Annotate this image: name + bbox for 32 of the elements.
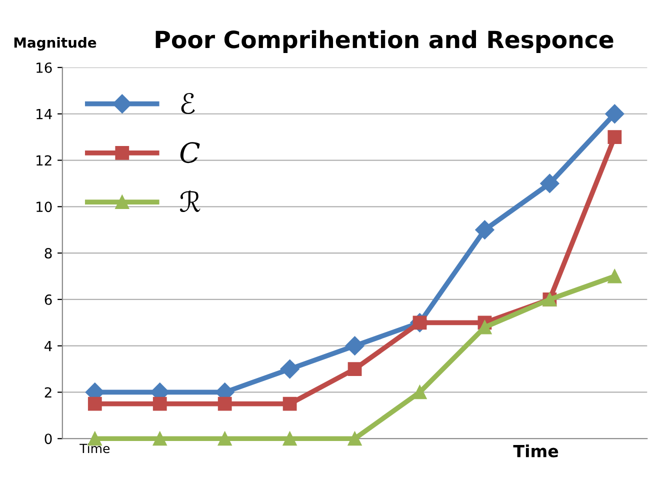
point — [218, 432, 232, 446]
chart-title: Poor Comprihention and Responce — [156, 30, 614, 53]
y-tick-label: 10 — [36, 202, 52, 212]
y-tick-label: 6 — [44, 294, 52, 305]
point — [345, 336, 364, 356]
point — [88, 396, 102, 411]
y-tick-label: 12 — [36, 155, 52, 166]
x-axis-title: Time — [513, 444, 558, 458]
point — [348, 432, 362, 446]
point — [152, 396, 167, 411]
point — [280, 360, 300, 379]
y-tick-label: 8 — [44, 248, 52, 259]
y-tick-label: 2 — [44, 387, 52, 398]
point — [540, 174, 560, 193]
point — [412, 385, 427, 400]
point — [348, 362, 362, 376]
point — [608, 130, 622, 144]
point — [475, 220, 494, 240]
legend-label: ℛ — [180, 190, 200, 212]
point — [608, 269, 622, 284]
y-tick-label: 4 — [44, 340, 52, 352]
point — [605, 104, 624, 124]
y-tick-label: 16 — [36, 62, 52, 73]
point — [282, 396, 297, 411]
y-tick-label: 0 — [44, 434, 52, 444]
legend-label: C — [180, 142, 200, 164]
y-tick-label: 14 — [36, 109, 52, 120]
y-axis-title: Magnitude — [14, 37, 96, 51]
legend-label: ℰ — [181, 92, 195, 114]
point — [152, 432, 167, 446]
point — [218, 396, 232, 411]
point — [282, 432, 297, 446]
